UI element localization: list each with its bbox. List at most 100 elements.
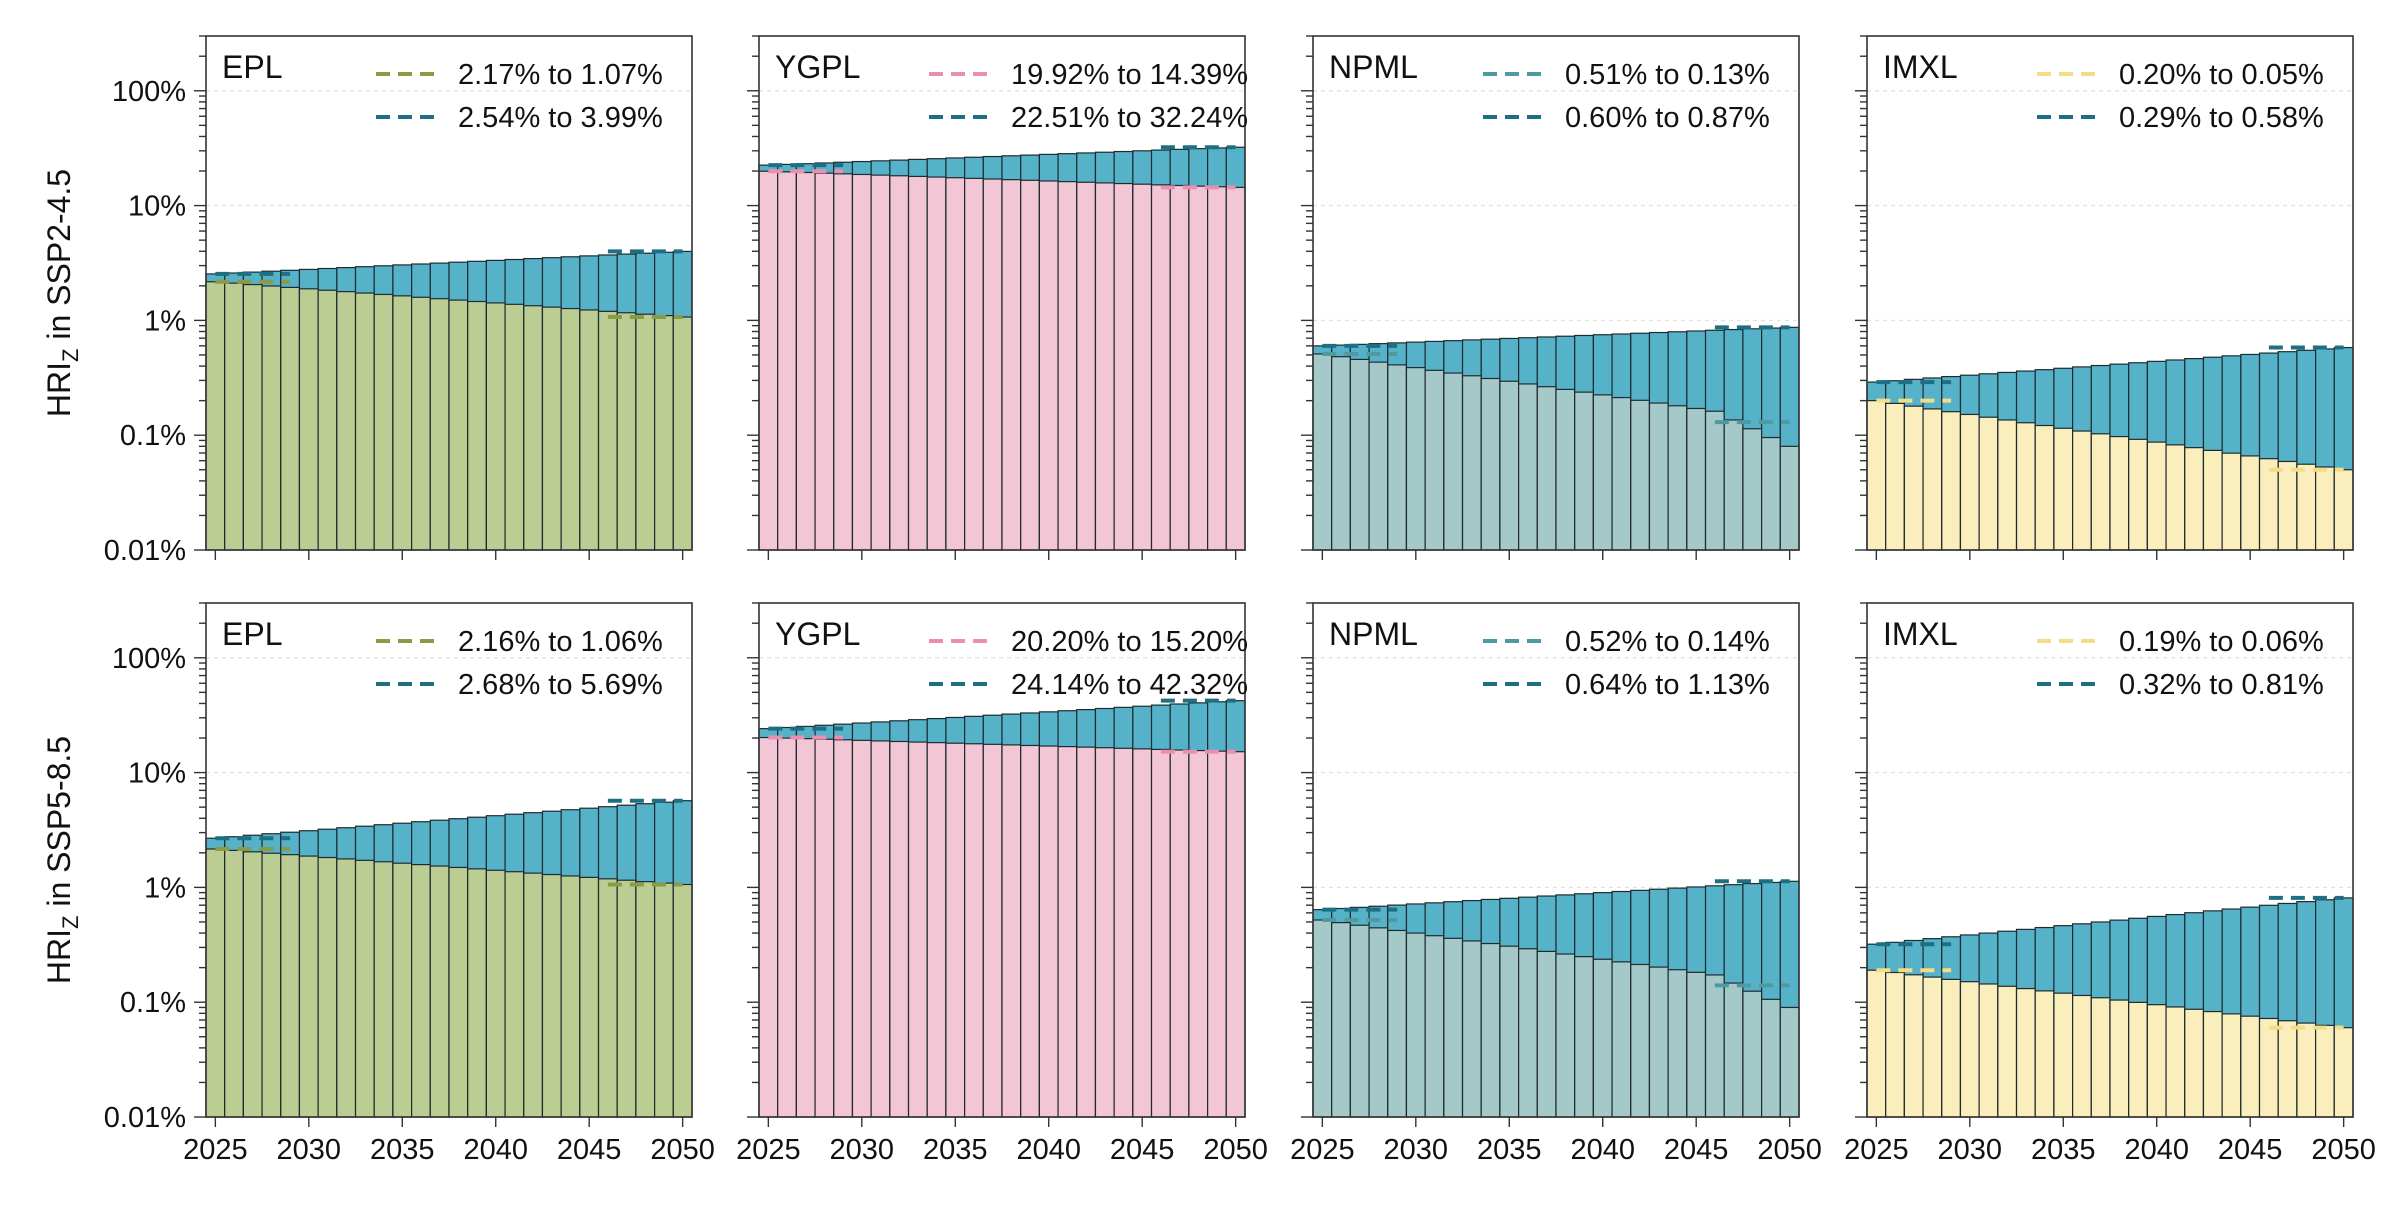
y-tick-label: 1%	[144, 305, 186, 337]
bar-lower	[280, 854, 301, 1118]
bar-lower	[1903, 974, 1924, 1118]
bar-lower	[1723, 982, 1744, 1118]
bar-lower	[945, 742, 966, 1118]
legend-entry: 19.92% to 14.39%	[1011, 59, 1248, 91]
panel-npml-1: 2025 2030 2035 2040 2045 2050 NPML 0.52% to 0.1…	[1290, 602, 1822, 1166]
bar-lower	[1704, 410, 1725, 551]
x-tick-label: 2025	[1290, 1134, 1355, 1166]
bar-lower	[224, 282, 244, 551]
bar-lower	[1667, 969, 1688, 1118]
bar-lower	[261, 285, 282, 551]
bar-lower	[1978, 416, 1999, 551]
bar-lower	[1959, 981, 1980, 1118]
bar-lower	[2296, 463, 2317, 551]
bar-lower	[523, 305, 544, 551]
panel-epl-0: 0.01% 0.1% 1% 10% 100% EPL 2.17% to 1.07% 2.54%…	[104, 35, 693, 567]
y-tick-label: 100%	[112, 643, 186, 675]
bar-lower	[982, 178, 1003, 551]
y-tick-label: 0.1%	[120, 420, 186, 452]
bar-lower	[1331, 922, 1351, 1118]
panel-name: IMXL	[1883, 49, 1958, 85]
panel-imxl-1: 2025 2030 2035 2040 2045 2050 IMXL 0.19% to 0.0…	[1844, 602, 2376, 1166]
bar-lower	[1001, 179, 1022, 551]
panel-ygpl-0: YGPL 19.92% to 14.39% 22.51% to 32.24%	[747, 35, 1248, 560]
bar-lower	[1592, 958, 1613, 1118]
row-label-1: HRIZ in SSP5-8.5	[41, 736, 83, 984]
bar-lower	[1779, 445, 1800, 551]
bar-lower	[672, 883, 693, 1118]
bar-lower	[1941, 978, 1962, 1118]
legend-entry: 20.20% to 15.20%	[1011, 626, 1248, 658]
bar-lower	[1866, 400, 1887, 551]
x-tick-label: 2040	[1016, 1134, 1081, 1166]
bar-lower	[1978, 983, 1999, 1118]
bar-lower	[467, 300, 487, 551]
bar-lower	[654, 315, 674, 551]
bar-lower	[1207, 750, 1227, 1118]
bar-lower	[1150, 748, 1171, 1118]
bar-lower	[1574, 956, 1594, 1118]
panel-name: NPML	[1329, 616, 1418, 652]
x-tick-label: 2045	[1664, 1134, 1729, 1166]
bar-lower	[354, 292, 375, 551]
bar-lower	[579, 876, 600, 1118]
bar-lower	[945, 177, 966, 551]
x-tick-label: 2030	[1384, 1134, 1449, 1166]
bar-lower	[1499, 380, 1520, 551]
bar-lower	[1761, 998, 1781, 1118]
bar-lower	[851, 739, 872, 1118]
x-tick-label: 2045	[2218, 1134, 2283, 1166]
bar-lower	[2034, 990, 2055, 1118]
bar-lower	[467, 868, 487, 1118]
bar-lower	[2277, 460, 2298, 551]
bar-lower	[964, 743, 984, 1118]
bar-lower	[1518, 383, 1538, 551]
panel-frame	[205, 35, 693, 551]
legend-entry: 2.17% to 1.07%	[458, 59, 663, 91]
bar-lower	[2146, 1004, 2167, 1118]
y-tick-label: 0.1%	[120, 987, 186, 1019]
panel-imxl-0: IMXL 0.20% to 0.05% 0.29% to 0.58%	[1855, 35, 2354, 560]
bar-lower	[758, 736, 779, 1118]
bar-lower	[777, 737, 797, 1118]
bar-lower	[1405, 366, 1426, 551]
bar-lower	[298, 855, 319, 1118]
bar-lower	[616, 312, 637, 551]
bar-lower	[1368, 927, 1389, 1118]
bar-lower	[560, 307, 581, 551]
bar-lower	[1312, 353, 1333, 551]
bar-lower	[1132, 183, 1153, 551]
bar-lower	[560, 875, 581, 1118]
x-tick-label: 2030	[1938, 1134, 2003, 1166]
bar-lower	[907, 741, 928, 1118]
panel-name: EPL	[222, 49, 282, 85]
bar-lower	[485, 302, 506, 551]
bar-lower	[1424, 369, 1445, 551]
bar-lower	[1480, 377, 1501, 551]
bar-lower	[1686, 971, 1707, 1118]
bar-lower	[448, 866, 469, 1118]
bar-lower	[1132, 748, 1153, 1118]
legend-entry: 0.60% to 0.87%	[1565, 102, 1770, 134]
bar-lower	[1076, 746, 1097, 1118]
bar-lower	[833, 739, 854, 1118]
y-tick-label: 0.01%	[104, 535, 186, 567]
bar-lower	[2128, 1001, 2148, 1118]
bar-lower	[1368, 361, 1389, 551]
x-tick-label: 2050	[2311, 1134, 2376, 1166]
legend-entry: 0.20% to 0.05%	[2119, 59, 2324, 91]
bar-lower	[1779, 1006, 1800, 1118]
bar-lower	[1150, 184, 1171, 551]
bar-lower	[1038, 745, 1059, 1118]
bar-lower	[2202, 1010, 2223, 1118]
bar-lower	[1555, 953, 1576, 1118]
bar-lower	[1387, 364, 1408, 551]
bar-lower	[392, 862, 413, 1118]
x-tick-label: 2045	[1110, 1134, 1175, 1166]
panel-name: EPL	[222, 616, 282, 652]
x-tick-label: 2040	[463, 1134, 528, 1166]
bar-lower	[1057, 746, 1078, 1118]
panel-frame	[205, 602, 693, 1118]
